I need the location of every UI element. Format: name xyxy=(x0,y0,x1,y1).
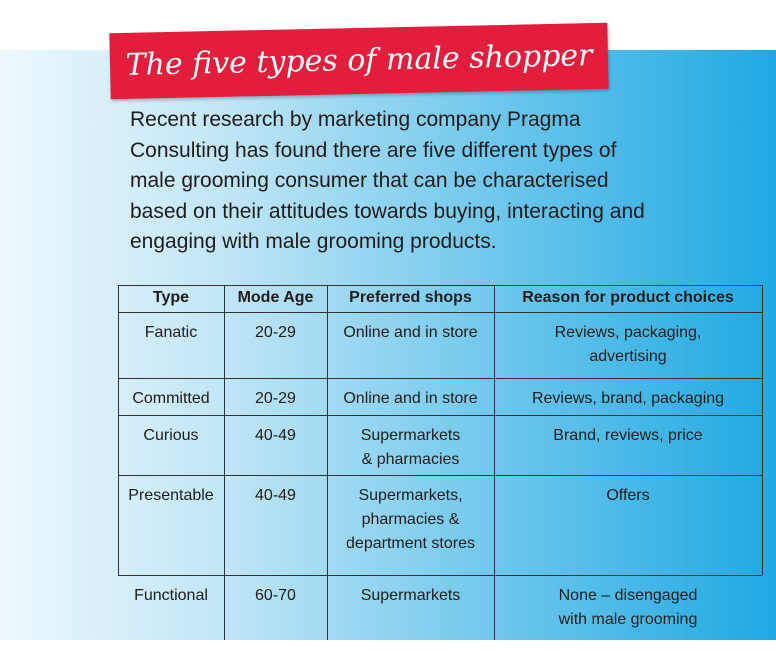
column-header: Preferred shops xyxy=(349,289,472,306)
intro-line: Consulting has found there are five diff… xyxy=(130,138,617,162)
rule xyxy=(118,475,762,476)
column-header: Type xyxy=(152,289,190,306)
cell-text: Functional xyxy=(134,587,208,604)
cell-text: Online and in store xyxy=(343,390,478,407)
cell-text: Fanatic xyxy=(144,324,198,341)
cell-text: 60-70 xyxy=(255,587,296,604)
cell-text: advertising xyxy=(589,348,667,365)
cell-text: Reviews, packaging, xyxy=(554,324,702,341)
cell-text: Supermarkets xyxy=(360,427,461,444)
column-header: Reason for product choices xyxy=(522,289,734,306)
rule xyxy=(118,575,762,576)
cell-text: 40-49 xyxy=(255,427,296,444)
cell-text: Committed xyxy=(132,390,210,407)
background-panel xyxy=(0,50,776,640)
cell-text: Supermarkets xyxy=(360,587,461,604)
cell-text: Curious xyxy=(143,427,199,444)
rule xyxy=(118,378,762,379)
cell-text: 40-49 xyxy=(255,487,296,504)
title-banner: The five types of male shopper xyxy=(109,22,609,100)
cell-text: pharmacies & xyxy=(361,511,460,528)
intro-line: Recent research by marketing company Pra… xyxy=(130,108,581,131)
cell-text: Brand, reviews, price xyxy=(553,427,703,444)
cell-text: Presentable xyxy=(128,487,214,504)
column-header: Mode Age xyxy=(237,289,314,306)
cell-text: 20-29 xyxy=(255,390,296,407)
intro-line: male grooming consumer that can be chara… xyxy=(130,169,609,192)
cell-text: Online and in store xyxy=(343,324,478,341)
rule xyxy=(762,285,763,575)
rule xyxy=(327,285,328,640)
rule xyxy=(118,285,119,575)
rule xyxy=(224,285,225,640)
cell-text: 20-29 xyxy=(255,324,296,341)
title: The five types of male shopper xyxy=(125,38,593,83)
rule xyxy=(118,285,762,286)
cell-text: Offers xyxy=(606,487,650,504)
cell-text: Reviews, brand, packaging xyxy=(531,390,725,407)
cell-text: None – disengaged xyxy=(558,587,698,604)
cell-text: & pharmacies xyxy=(361,451,460,468)
cell-text: with male grooming xyxy=(558,611,698,628)
rule xyxy=(118,415,762,416)
intro-line: engaging with male grooming products. xyxy=(130,230,497,253)
cell-text: department stores xyxy=(346,535,475,552)
rule xyxy=(494,285,495,640)
intro-line: based on their attitudes towards buying,… xyxy=(130,199,645,223)
rule xyxy=(118,312,762,313)
cell-text: Supermarkets, xyxy=(358,487,463,504)
